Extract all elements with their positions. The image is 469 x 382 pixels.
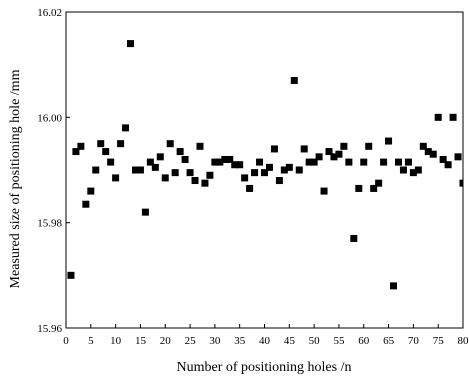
x-tick-label: 15 [135, 335, 147, 347]
data-point [172, 169, 179, 176]
x-tick-label: 55 [333, 335, 345, 347]
data-point [246, 185, 253, 192]
data-point [127, 40, 134, 47]
x-tick-label: 60 [358, 335, 370, 347]
x-axis-label: Number of positioning holes /n [177, 360, 352, 375]
data-point [177, 148, 184, 155]
y-tick-label: 16.00 [37, 112, 62, 124]
data-point [286, 164, 293, 171]
data-point [167, 140, 174, 147]
x-tick-label: 75 [433, 335, 445, 347]
data-point [67, 272, 74, 279]
data-point [321, 188, 328, 195]
x-tick-label: 10 [110, 335, 122, 347]
y-tick-label: 15.98 [37, 218, 62, 230]
data-points [67, 40, 463, 289]
x-tick-label: 80 [458, 335, 469, 347]
data-point [206, 172, 213, 179]
data-point [435, 114, 442, 121]
data-point [182, 156, 189, 163]
data-point [196, 143, 203, 150]
y-tick-label: 15.96 [37, 323, 62, 335]
data-point [102, 148, 109, 155]
x-tick-label: 0 [63, 335, 69, 347]
data-point [77, 143, 84, 150]
data-point [276, 177, 283, 184]
data-point [251, 169, 258, 176]
data-point [360, 159, 367, 166]
data-point [137, 167, 144, 174]
x-axis-ticks: 0 5 10 15 20 25 30 35 40 45 50 55 60 65 70 75 80 [63, 324, 469, 347]
data-point [430, 151, 437, 158]
data-point [112, 174, 119, 181]
data-point [375, 180, 382, 187]
data-point [256, 159, 263, 166]
x-tick-label: 20 [160, 335, 172, 347]
data-point [385, 138, 392, 145]
data-point [335, 151, 342, 158]
data-point [117, 140, 124, 147]
x-tick-label: 40 [259, 335, 271, 347]
data-point [241, 174, 248, 181]
data-point [192, 177, 199, 184]
x-tick-label: 50 [309, 335, 321, 347]
data-point [107, 159, 114, 166]
x-tick-label: 35 [234, 335, 246, 347]
data-point [316, 153, 323, 160]
data-point [87, 188, 94, 195]
data-point [236, 161, 243, 168]
data-point [301, 145, 308, 152]
data-point [415, 167, 422, 174]
data-point [450, 114, 457, 121]
data-point [365, 143, 372, 150]
data-point [82, 201, 89, 208]
data-point [400, 167, 407, 174]
data-point [345, 159, 352, 166]
y-tick-label: 16.02 [37, 7, 62, 19]
x-tick-label: 70 [408, 335, 420, 347]
data-point [296, 167, 303, 174]
data-point [97, 140, 104, 147]
data-point [152, 164, 159, 171]
y-axis-ticks: 15.96 15.98 16.00 16.02 [37, 7, 70, 335]
x-tick-label: 5 [88, 335, 94, 347]
data-point [355, 185, 362, 192]
y-axis-label: Measured size of positioning hole /mm [8, 69, 23, 288]
x-tick-label: 45 [284, 335, 296, 347]
data-point [455, 153, 462, 160]
data-point [142, 209, 149, 216]
data-point [340, 143, 347, 150]
data-point [291, 77, 298, 84]
data-point [405, 159, 412, 166]
x-tick-label: 30 [209, 335, 221, 347]
data-point [266, 164, 273, 171]
data-point [460, 180, 464, 187]
data-point [122, 124, 129, 131]
data-point [445, 161, 452, 168]
data-point [162, 174, 169, 181]
data-point [395, 159, 402, 166]
data-point [380, 159, 387, 166]
data-point [201, 180, 208, 187]
data-point [92, 167, 99, 174]
data-point [157, 153, 164, 160]
x-tick-label: 25 [185, 335, 197, 347]
data-point [350, 235, 357, 242]
data-point [187, 169, 194, 176]
data-point [271, 145, 278, 152]
x-tick-label: 65 [383, 335, 395, 347]
data-point [390, 282, 397, 289]
